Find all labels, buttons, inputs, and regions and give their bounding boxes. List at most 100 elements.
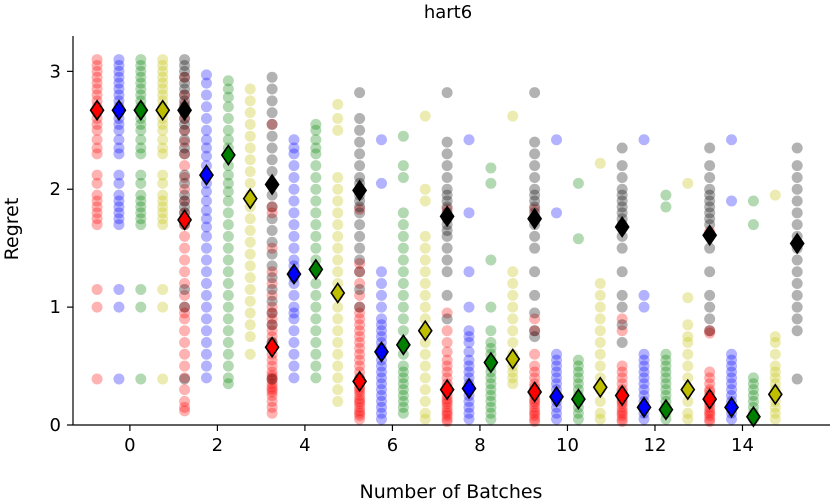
data-point bbox=[113, 83, 125, 95]
data-point bbox=[375, 384, 387, 396]
data-point bbox=[397, 230, 409, 242]
data-point bbox=[310, 278, 322, 290]
data-point bbox=[638, 301, 650, 313]
data-point bbox=[594, 336, 606, 348]
data-point bbox=[113, 283, 125, 295]
data-point bbox=[179, 65, 191, 77]
data-point bbox=[179, 348, 191, 360]
data-point bbox=[200, 69, 212, 81]
data-point bbox=[616, 360, 628, 372]
data-point bbox=[179, 148, 191, 160]
x-tick-label: 6 bbox=[387, 435, 398, 456]
data-point bbox=[441, 148, 453, 160]
data-point bbox=[91, 142, 103, 154]
data-point bbox=[200, 89, 212, 101]
data-point bbox=[441, 354, 453, 366]
data-point bbox=[266, 374, 278, 386]
data-point bbox=[747, 378, 759, 390]
data-point bbox=[726, 354, 738, 366]
data-point bbox=[463, 325, 475, 337]
data-point bbox=[310, 148, 322, 160]
data-point bbox=[266, 395, 278, 407]
data-point bbox=[791, 301, 803, 313]
data-point bbox=[200, 289, 212, 301]
data-point bbox=[113, 201, 125, 213]
data-point bbox=[179, 183, 191, 195]
data-point bbox=[288, 219, 300, 231]
data-point bbox=[375, 378, 387, 390]
data-point bbox=[179, 373, 191, 385]
data-point bbox=[354, 113, 366, 125]
mean-marker bbox=[308, 258, 324, 281]
data-point bbox=[616, 336, 628, 348]
data-point bbox=[244, 142, 256, 154]
data-point bbox=[244, 118, 256, 130]
data-point bbox=[419, 313, 431, 325]
data-point bbox=[704, 266, 716, 278]
data-point bbox=[616, 366, 628, 378]
data-point bbox=[529, 136, 541, 148]
data-point bbox=[441, 415, 453, 427]
data-point bbox=[791, 207, 803, 219]
data-point bbox=[157, 213, 169, 225]
data-point bbox=[113, 207, 125, 219]
data-point bbox=[244, 83, 256, 95]
data-point bbox=[91, 54, 103, 66]
data-point bbox=[419, 195, 431, 207]
data-point bbox=[332, 384, 344, 396]
data-point bbox=[354, 313, 366, 325]
data-point bbox=[332, 360, 344, 372]
mean-marker bbox=[614, 384, 630, 407]
data-point bbox=[310, 118, 322, 130]
data-point bbox=[200, 124, 212, 136]
data-point bbox=[91, 59, 103, 71]
data-point bbox=[266, 107, 278, 119]
data-point bbox=[200, 242, 212, 254]
data-point bbox=[397, 407, 409, 419]
data-point bbox=[310, 289, 322, 301]
data-point bbox=[266, 360, 278, 372]
data-point bbox=[91, 124, 103, 136]
mean-marker bbox=[242, 187, 258, 210]
data-point bbox=[769, 407, 781, 419]
data-point bbox=[529, 183, 541, 195]
data-point bbox=[135, 219, 147, 231]
data-point bbox=[419, 301, 431, 313]
data-point bbox=[529, 230, 541, 242]
data-point bbox=[91, 134, 103, 146]
data-point bbox=[769, 336, 781, 348]
data-point bbox=[397, 171, 409, 183]
y-tick-label: 0 bbox=[50, 415, 61, 436]
data-point bbox=[375, 301, 387, 313]
data-point bbox=[179, 59, 191, 71]
data-point bbox=[332, 266, 344, 278]
data-point bbox=[397, 254, 409, 266]
data-point bbox=[747, 395, 759, 407]
data-point bbox=[332, 124, 344, 136]
data-point bbox=[91, 83, 103, 95]
data-point bbox=[791, 254, 803, 266]
data-point bbox=[157, 134, 169, 146]
data-point bbox=[179, 136, 191, 148]
data-point bbox=[616, 201, 628, 213]
data-point bbox=[726, 360, 738, 372]
data-point bbox=[529, 401, 541, 413]
data-point bbox=[157, 301, 169, 313]
data-point bbox=[375, 177, 387, 189]
data-point bbox=[157, 89, 169, 101]
data-point bbox=[529, 160, 541, 172]
data-point bbox=[638, 289, 650, 301]
data-point bbox=[485, 325, 497, 337]
data-point bbox=[135, 169, 147, 181]
data-point bbox=[572, 360, 584, 372]
data-point bbox=[375, 313, 387, 325]
data-point bbox=[616, 266, 628, 278]
data-point bbox=[135, 134, 147, 146]
mean-marker bbox=[767, 383, 783, 406]
data-point bbox=[572, 366, 584, 378]
mean-marker bbox=[745, 405, 761, 428]
data-point bbox=[266, 260, 278, 272]
data-point bbox=[419, 372, 431, 384]
mean-marker bbox=[461, 377, 477, 400]
data-point bbox=[441, 230, 453, 242]
